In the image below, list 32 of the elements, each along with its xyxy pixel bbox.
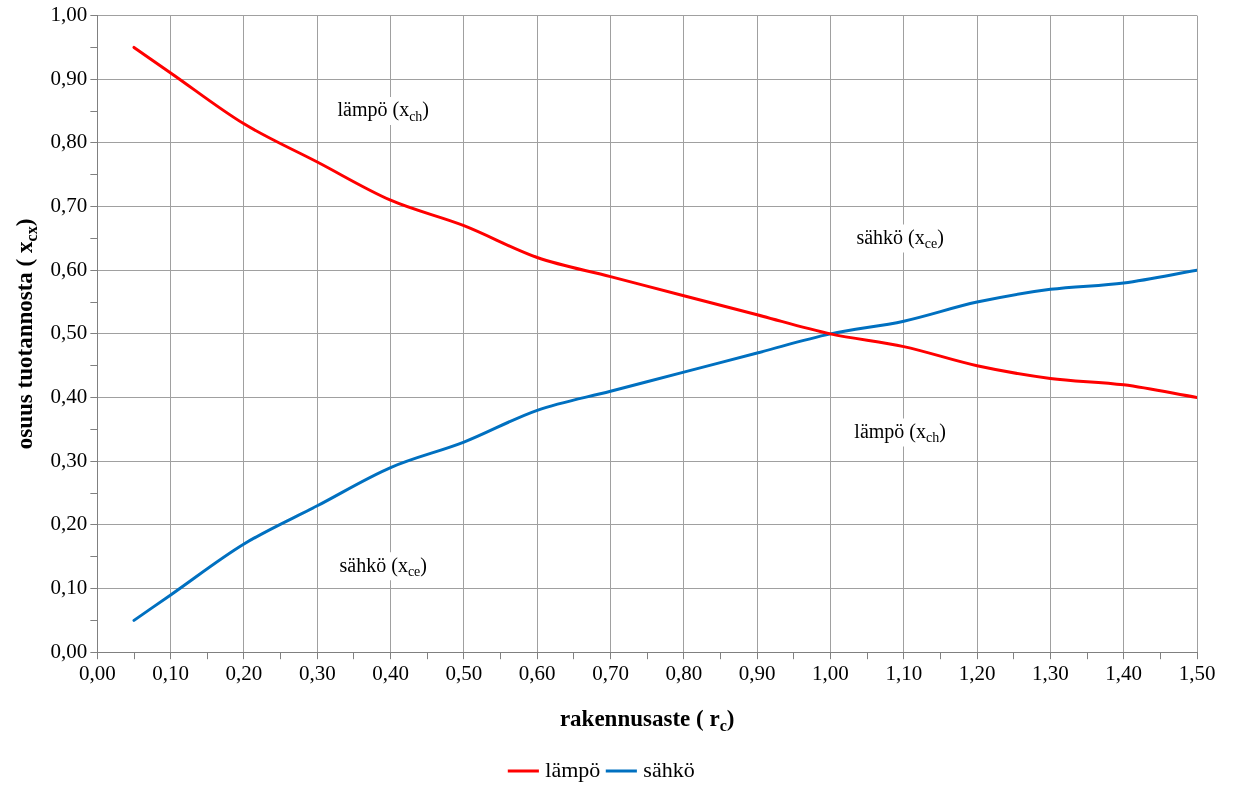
y-tick-label: 0,50 [50, 320, 88, 345]
x-tick-label: 1,30 [1032, 661, 1069, 686]
x-tick-label: 0,80 [665, 661, 703, 686]
y-tick-label: 0,40 [50, 384, 88, 409]
y-tick-label: 0,10 [50, 575, 88, 600]
x-tick-label: 0,00 [78, 661, 116, 686]
y-tick-label: 0,60 [50, 256, 88, 281]
x-tick-label: 0,40 [372, 661, 409, 686]
x-tick-label: 1,50 [1178, 661, 1216, 686]
x-tick-label: 1,40 [1105, 661, 1143, 686]
y-tick-label: 0,20 [50, 511, 88, 536]
y-tick-label: 1,00 [50, 2, 88, 27]
x-tick-label: 0,70 [592, 661, 629, 686]
legend-label: lämpö [545, 756, 601, 782]
line-series [132, 45, 1197, 400]
x-tick-label: 0,30 [298, 661, 336, 686]
line-series [132, 268, 1197, 622]
x-tick-label: 0,90 [738, 661, 776, 686]
x-tick-label: 0,60 [518, 661, 556, 686]
y-axis-title: osuus tuotannosta ( xcx) [11, 218, 41, 450]
y-tick-label: 0,80 [50, 129, 88, 154]
y-tick-label: 0,30 [50, 447, 88, 472]
y-tick-label: 0,90 [50, 65, 88, 90]
legend-label: sähkö [643, 756, 695, 782]
y-tick-label: 0,00 [50, 638, 88, 663]
y-tick-label: 0,70 [50, 193, 88, 218]
x-tick-label: 1,10 [885, 661, 923, 686]
x-tick-label: 0,50 [445, 661, 483, 686]
x-tick-label: 1,00 [812, 661, 849, 686]
x-tick-label: 0,10 [152, 661, 190, 686]
x-tick-label: 1,20 [958, 661, 996, 686]
x-tick-label: 0,20 [225, 661, 263, 686]
